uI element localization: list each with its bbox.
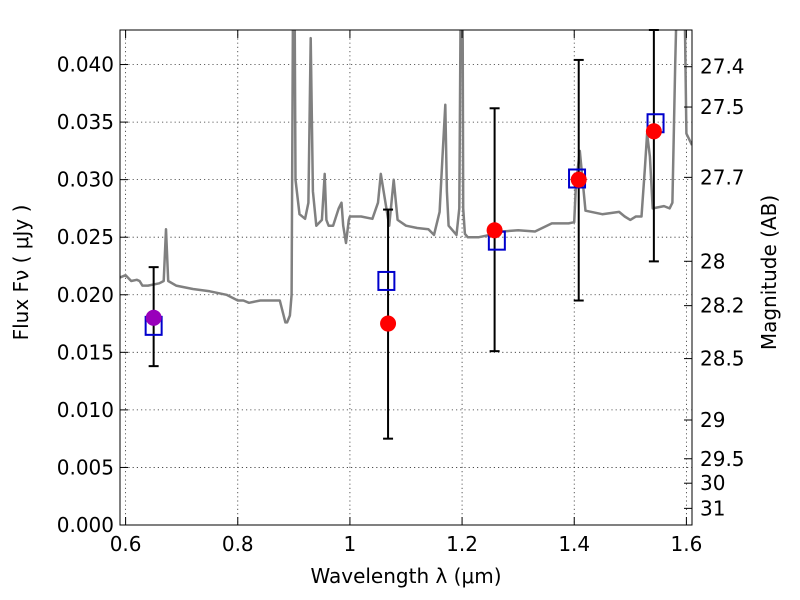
x-tick-label: 1 <box>344 532 357 556</box>
magnitude-tick-label: 29.5 <box>700 447 745 471</box>
magnitude-tick-label: 28.5 <box>700 347 745 371</box>
magnitude-tick-label: 31 <box>700 496 725 520</box>
observed-photometry-point <box>145 309 162 326</box>
magnitude-tick-label: 30 <box>700 471 725 495</box>
magnitude-tick-label: 27.7 <box>700 165 745 189</box>
y-axis-label: Flux Fν ( μJy ) <box>9 205 33 341</box>
y-tick-label: 0.030 <box>57 168 114 192</box>
magnitude-tick-label: 28.2 <box>700 294 745 318</box>
spectrum-layer <box>120 30 692 324</box>
observed-photometry-point <box>486 222 503 239</box>
x-tick-label: 1.2 <box>446 532 478 556</box>
y-tick-label: 0.000 <box>57 513 114 537</box>
observed-photometry-point <box>645 123 662 140</box>
x-tick-label: 1.4 <box>558 532 590 556</box>
grid <box>120 30 692 526</box>
magnitude-axis-label: Magnitude (AB) <box>757 195 781 350</box>
magnitude-tick-label: 28 <box>700 249 725 273</box>
observed-photometry-layer <box>145 123 662 332</box>
x-tick-label: 0.8 <box>222 532 254 556</box>
y-tick-label: 0.040 <box>57 53 114 77</box>
x-tick-label: 1.6 <box>670 532 702 556</box>
y-tick-label: 0.025 <box>57 225 114 249</box>
axes: 0.6 0.8 1 1.2 1.4 1.6 0.000 0.005 0.010 0.015 0.02… <box>57 30 745 556</box>
spectrum-line <box>120 30 692 324</box>
y-tick-label: 0.020 <box>57 283 114 307</box>
model-photometry-square <box>377 270 396 291</box>
observed-photometry-point <box>570 171 587 188</box>
plot-frame <box>119 29 693 526</box>
x-tick-label: 0.6 <box>110 532 142 556</box>
y-tick-label: 0.015 <box>57 340 114 364</box>
magnitude-tick-label: 29 <box>700 408 725 432</box>
errorbar-layer <box>148 29 659 440</box>
magnitude-tick-label: 27.4 <box>700 55 745 79</box>
y-tick-label: 0.005 <box>57 455 114 479</box>
y-tick-label: 0.010 <box>57 398 114 422</box>
y-tick-label: 0.035 <box>57 110 114 134</box>
observed-photometry-point <box>380 315 397 332</box>
x-axis-label: Wavelength λ (μm) <box>310 564 501 588</box>
magnitude-tick-label: 27.5 <box>700 95 745 119</box>
